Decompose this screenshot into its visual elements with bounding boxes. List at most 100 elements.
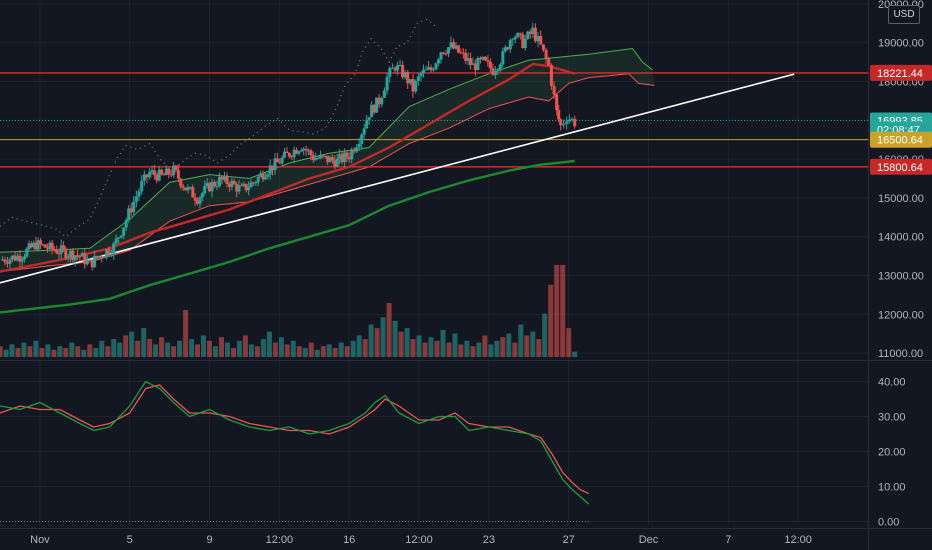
- time-tick-label: 7: [725, 534, 731, 546]
- candle-body: [521, 34, 525, 48]
- volume-bar: [147, 339, 153, 357]
- time-tick-label: 12:00: [405, 534, 433, 546]
- candle-body: [59, 245, 63, 254]
- volume-bar: [434, 340, 440, 357]
- volume-bar: [428, 337, 434, 357]
- horizontal-levels[interactable]: [0, 72, 868, 168]
- candle-body: [541, 44, 545, 50]
- candle-body: [134, 196, 138, 202]
- candle-body: [152, 170, 156, 175]
- candle-body: [71, 250, 75, 261]
- candle-body: [69, 250, 72, 257]
- candle-body: [304, 148, 308, 151]
- volume-bar: [284, 344, 290, 357]
- candle-body: [367, 117, 371, 121]
- candle-body: [506, 47, 510, 50]
- volume-bar: [530, 331, 536, 357]
- candle-body: [486, 60, 490, 62]
- candle-body: [95, 255, 99, 259]
- time-tick-label: 12:00: [784, 534, 812, 546]
- candle-body: [78, 256, 82, 257]
- candle-body: [562, 123, 566, 126]
- candle-body: [498, 64, 502, 70]
- candle-body: [352, 149, 356, 152]
- candle-body: [167, 168, 171, 175]
- volume-bar: [45, 344, 51, 357]
- candle-body: [536, 36, 540, 42]
- volume-bar: [260, 339, 266, 357]
- volume-bar: [494, 340, 500, 357]
- volume-bar: [386, 302, 392, 357]
- candle-body: [268, 165, 272, 175]
- volume-bar: [0, 346, 3, 357]
- candle-body: [411, 79, 415, 92]
- candle-body: [555, 94, 559, 111]
- candle-body: [93, 255, 97, 268]
- candle-body: [528, 31, 532, 34]
- candle-body: [414, 80, 418, 92]
- candle-body: [73, 255, 77, 261]
- candle-body: [132, 201, 136, 213]
- volume-bar: [213, 346, 218, 357]
- candle-body: [129, 208, 133, 213]
- candle-body: [375, 97, 379, 113]
- candle-body: [20, 259, 24, 262]
- time-tick-label: 9: [206, 534, 212, 546]
- candle-body: [162, 174, 166, 176]
- candle-body: [57, 253, 61, 255]
- osc-tick-label: 20.00: [878, 447, 906, 459]
- volume-bar: [254, 346, 260, 357]
- candle-body: [1, 259, 4, 261]
- volume-bar: [548, 284, 554, 357]
- candle-body: [62, 245, 66, 249]
- candle-body: [416, 76, 420, 81]
- candle-body: [142, 174, 146, 181]
- volume-bar: [296, 346, 302, 357]
- volume-bar: [9, 344, 15, 357]
- volume-bar: [464, 340, 470, 357]
- candle-body: [531, 27, 535, 34]
- candle-body: [309, 150, 313, 156]
- candle-body: [552, 86, 556, 95]
- candle-body: [526, 31, 530, 39]
- candle-body: [235, 184, 239, 192]
- volume-bar: [33, 340, 39, 357]
- candle-body: [263, 176, 267, 180]
- volume-bar: [15, 348, 21, 357]
- candle-body: [471, 63, 475, 65]
- volume-bar: [87, 344, 93, 357]
- candle-body: [174, 165, 178, 171]
- candle-body: [311, 155, 315, 161]
- candle-body: [473, 63, 477, 70]
- currency-badge[interactable]: USD: [888, 5, 920, 24]
- volume-bar: [141, 328, 147, 357]
- candle-body: [150, 170, 154, 172]
- candle-body: [355, 147, 359, 152]
- candle-body: [39, 240, 43, 245]
- price-label-text: 16500.64: [877, 135, 923, 147]
- volume-bar: [416, 335, 422, 357]
- candle-body: [140, 180, 144, 192]
- candle-body: [365, 120, 369, 129]
- candle-body: [491, 68, 495, 75]
- candle-body: [511, 39, 515, 41]
- volume-bar: [338, 342, 344, 357]
- candle-body: [181, 186, 185, 188]
- candle-body: [122, 227, 126, 236]
- candle-body: [172, 165, 176, 176]
- candle-body: [333, 160, 337, 167]
- candle-body: [523, 38, 527, 48]
- candle-body: [292, 149, 296, 158]
- candle-body: [372, 105, 376, 113]
- candle-body: [461, 52, 465, 54]
- volume-bar: [518, 324, 524, 357]
- candle-body: [422, 69, 425, 73]
- candle-body: [179, 178, 183, 187]
- ma-red-line: [0, 62, 576, 273]
- candle-body: [432, 69, 435, 71]
- candle-body: [419, 73, 423, 77]
- volume-bar: [3, 349, 9, 357]
- candle-body: [290, 156, 294, 158]
- candle-body: [382, 90, 386, 98]
